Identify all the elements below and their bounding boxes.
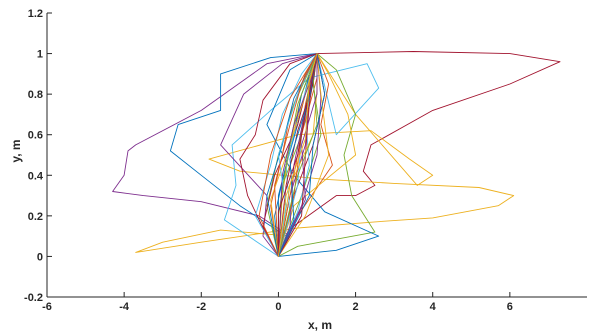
x-tick-label: 0 bbox=[275, 301, 281, 313]
trajectory-line-44 bbox=[277, 53, 318, 257]
x-tick-label: 4 bbox=[430, 301, 437, 313]
trajectory-line-14 bbox=[270, 53, 318, 257]
trajectory-line-6 bbox=[277, 53, 376, 257]
trajectory-line-12 bbox=[254, 53, 318, 257]
x-tick-label: -4 bbox=[119, 301, 130, 313]
trajectory-line-42 bbox=[274, 53, 318, 257]
trajectory-line-31 bbox=[277, 53, 318, 257]
x-tick-label: -2 bbox=[196, 301, 206, 313]
y-tick-label: 0.6 bbox=[28, 130, 43, 142]
trajectory-line-5 bbox=[223, 53, 380, 257]
y-tick-label: 0.8 bbox=[28, 89, 43, 101]
trajectory-line-2 bbox=[277, 51, 561, 257]
trajectory-line-28 bbox=[258, 53, 318, 257]
x-tick-label: 2 bbox=[353, 301, 359, 313]
trajectory-line-30 bbox=[277, 53, 326, 257]
trajectory-line-45 bbox=[277, 53, 318, 257]
axes bbox=[46, 12, 587, 298]
trajectory-line-10 bbox=[239, 53, 318, 257]
x-axis-label: x, m bbox=[308, 318, 332, 332]
x-tick-label: -6 bbox=[42, 301, 52, 313]
trajectory-line-7 bbox=[220, 53, 318, 257]
trajectory-line-46 bbox=[277, 53, 318, 257]
y-tick-label: 0.2 bbox=[28, 211, 43, 223]
y-axis-label: y, m bbox=[9, 139, 23, 162]
tick-labels: -6 -4 -2 0 2 4 6 -0.2 0 0.2 0.4 0.6 0.8 1 1.2 bbox=[24, 8, 513, 313]
trajectory-line-43 bbox=[277, 53, 318, 257]
trajectory-line-25 bbox=[277, 53, 330, 257]
trajectory-line-40 bbox=[277, 53, 318, 257]
y-tick-label: 0 bbox=[37, 251, 43, 263]
trajectory-line-4 bbox=[169, 53, 318, 257]
trajectory-series-group bbox=[112, 51, 561, 257]
y-tick-label: 0.4 bbox=[28, 170, 44, 182]
trajectory-line-11 bbox=[277, 53, 357, 257]
x-tick-label: 6 bbox=[507, 301, 513, 313]
y-tick-label: 1.2 bbox=[28, 8, 43, 20]
y-tick-label: -0.2 bbox=[24, 292, 43, 304]
trajectory-line-3 bbox=[135, 53, 515, 257]
y-tick-label: 1 bbox=[37, 49, 43, 61]
